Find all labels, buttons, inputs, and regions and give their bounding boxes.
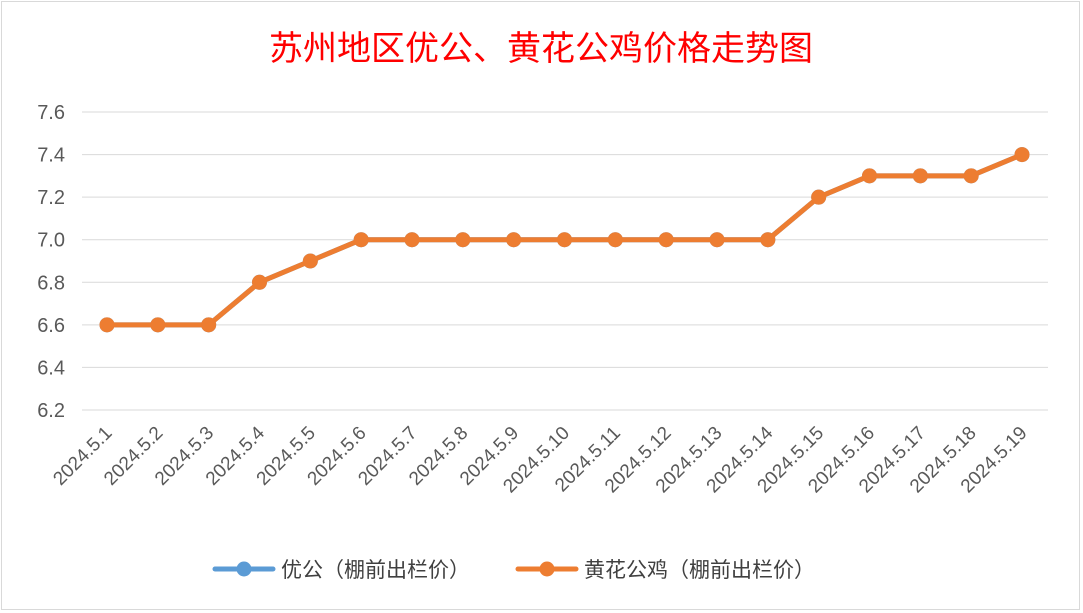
legend-swatch-marker: [539, 561, 555, 577]
chart-title: 苏州地区优公、黄花公鸡价格走势图: [269, 29, 813, 69]
data-point: [607, 232, 623, 248]
data-point: [201, 317, 217, 333]
data-point: [811, 189, 827, 205]
legend-swatch-marker: [236, 561, 252, 577]
legend-item: 优公（棚前出栏价）: [212, 558, 470, 582]
y-tick-label: 7.6: [37, 102, 65, 124]
data-point: [963, 168, 979, 184]
series-layer: [99, 147, 1030, 333]
y-tick-label: 7.0: [37, 230, 65, 252]
data-point: [506, 232, 522, 248]
y-tick-label: 6.8: [37, 272, 65, 294]
data-point: [557, 232, 572, 248]
data-point: [150, 317, 166, 333]
y-tick-label: 7.4: [37, 145, 65, 167]
data-point: [99, 317, 115, 333]
data-point: [862, 168, 877, 184]
y-tick-label: 7.2: [37, 187, 65, 209]
data-point: [912, 168, 928, 184]
data-point: [404, 232, 420, 248]
data-point: [1014, 147, 1030, 163]
data-point: [252, 274, 267, 290]
data-point: [353, 232, 369, 248]
data-point: [302, 253, 318, 269]
y-tick-label: 6.4: [37, 357, 65, 379]
legend-item: 黄花公鸡（棚前出栏价）: [515, 558, 815, 582]
data-point: [455, 232, 471, 248]
data-point: [760, 232, 776, 248]
gridlines: [82, 111, 1048, 411]
data-point: [658, 232, 674, 248]
data-point: [709, 232, 725, 248]
legend-label: 黄花公鸡（棚前出栏价）: [584, 558, 815, 582]
y-axis-ticks: 6.2 6.4 6.6 6.8 7.0 7.2 7.4 7.6: [37, 102, 65, 422]
series-2: [99, 147, 1030, 333]
y-tick-label: 6.6: [37, 315, 65, 337]
legend: 优公（棚前出栏价） 黄花公鸡（棚前出栏价）: [212, 558, 815, 582]
x-axis-ticks: 2024.5.12024.5.22024.5.32024.5.42024.5.5…: [49, 422, 1031, 497]
y-tick-label: 6.2: [37, 400, 65, 422]
legend-label: 优公（棚前出栏价）: [281, 558, 470, 582]
